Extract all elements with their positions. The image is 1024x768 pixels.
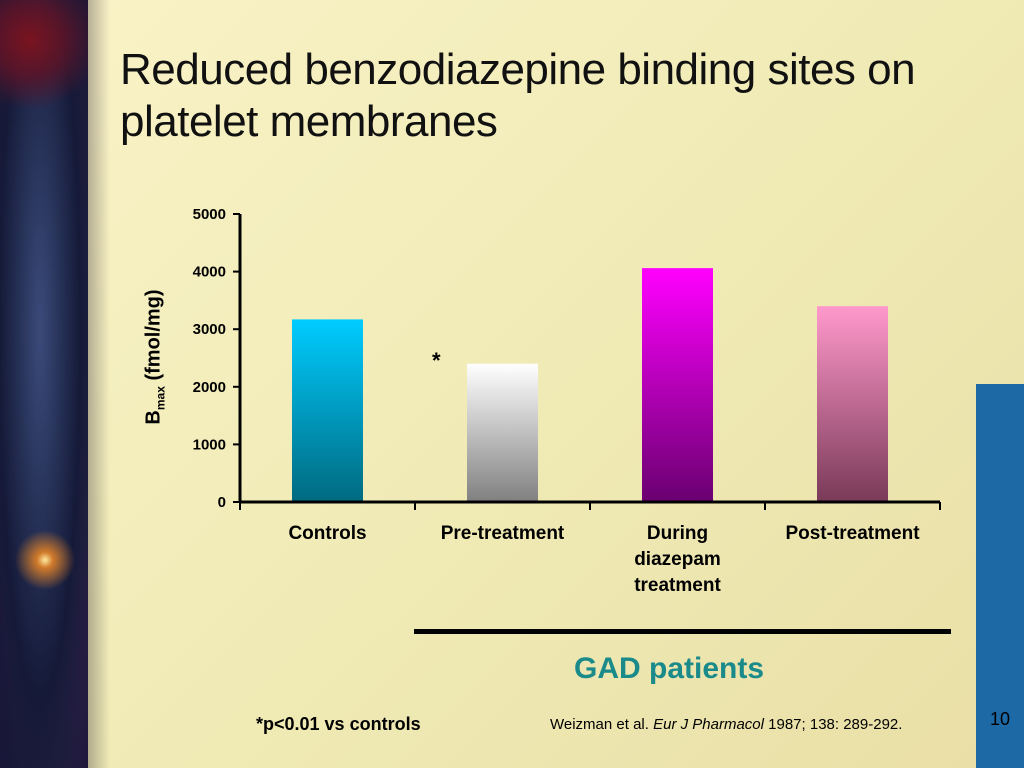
- bar-2: [642, 268, 713, 502]
- slide-title: Reduced benzodiazepine binding sites on …: [120, 44, 980, 148]
- y-axis-label-sub: max: [153, 386, 168, 411]
- title-line-1: Reduced benzodiazepine binding sites on: [120, 45, 916, 94]
- decorative-left-strip: [0, 0, 110, 768]
- citation-journal: Eur J Pharmacol: [653, 716, 764, 733]
- group-label: GAD patients: [574, 652, 765, 685]
- page-number: 10: [990, 709, 1011, 729]
- y-tick-label-0: 0: [218, 494, 226, 511]
- y-tick-label-4: 4000: [193, 264, 226, 281]
- citation: Weizman et al. Eur J Pharmacol 1987; 138…: [550, 716, 902, 733]
- y-tick-label-3: 3000: [193, 321, 226, 338]
- bar-3: [817, 306, 888, 502]
- x-tick-label-1-0: Pre-treatment: [441, 523, 565, 544]
- bar-annotation-1: *: [432, 348, 441, 373]
- citation-details: 1987; 138: 289-292.: [763, 716, 903, 733]
- y-axis-label-main: B: [142, 410, 165, 425]
- y-tick-label-2: 2000: [193, 379, 226, 396]
- x-tick-label-2-0: During: [647, 523, 708, 544]
- x-tick-label-0-0: Controls: [288, 523, 366, 544]
- y-axis-label: Bmax (fmol/mg): [143, 289, 168, 424]
- accent-bar: [976, 384, 1024, 768]
- group-bracket-line: [414, 629, 951, 634]
- y-axis-label-unit: (fmol/mg): [142, 289, 165, 387]
- y-tick-label-5: 5000: [193, 206, 226, 223]
- x-tick-label-2-1: diazepam: [634, 549, 721, 570]
- x-tick-label-3-0: Post-treatment: [785, 523, 920, 544]
- x-tick-label-2-2: treatment: [634, 575, 721, 596]
- significance-footnote: *p<0.01 vs controls: [256, 714, 421, 734]
- citation-authors: Weizman et al.: [550, 716, 654, 733]
- y-tick-label-1: 1000: [193, 436, 226, 453]
- bar-0: [292, 319, 363, 502]
- bar-1: [467, 363, 538, 502]
- title-line-2: platelet membranes: [120, 97, 498, 146]
